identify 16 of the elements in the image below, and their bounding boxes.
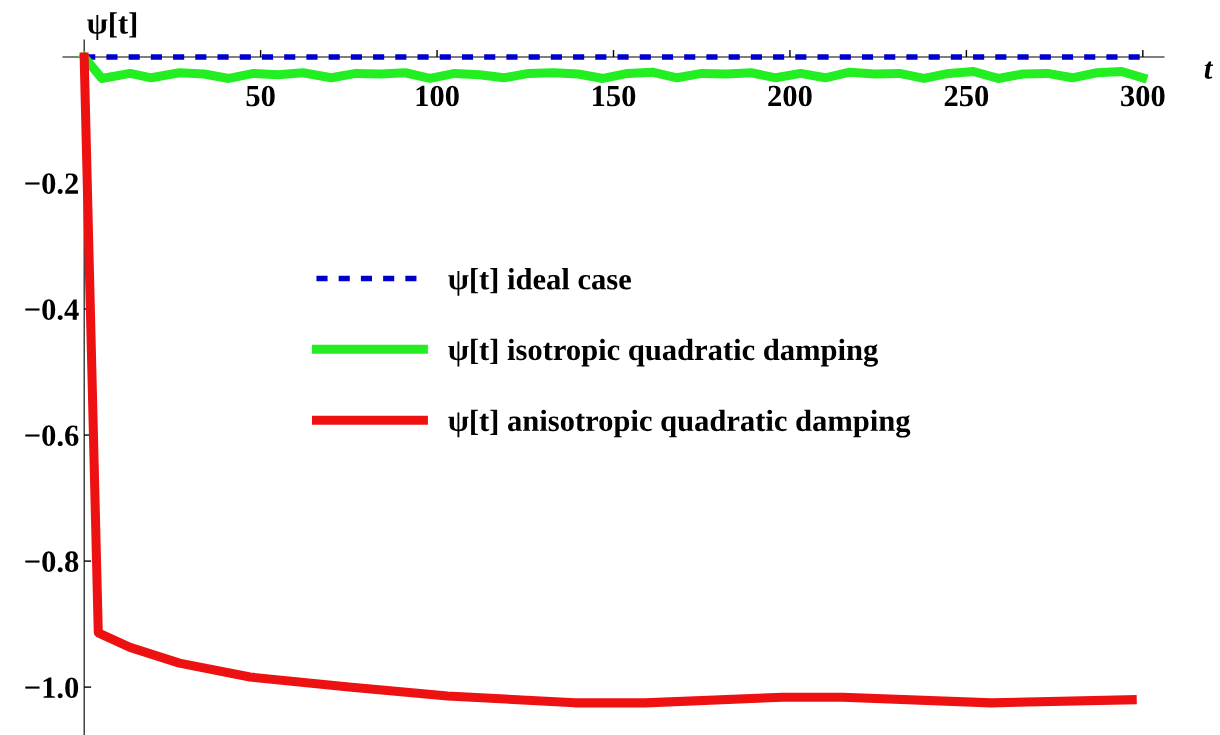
- y-tick-label: −1.0: [25, 677, 79, 699]
- y-tick-label: −0.6: [25, 425, 79, 447]
- y-tick-label: −0.4: [25, 299, 79, 321]
- x-tick-label: 200: [768, 85, 812, 107]
- x-axis-title: t: [1204, 61, 1214, 79]
- x-tick-label: 150: [593, 85, 636, 107]
- legend-label: ψ[t] isotropic quadratic damping: [448, 338, 878, 367]
- y-tick-label: −0.8: [25, 551, 79, 573]
- y-tick-label: −0.2: [25, 173, 78, 195]
- x-tick-label: 250: [944, 85, 989, 107]
- y-axis-title: ψ[t]: [87, 12, 137, 40]
- x-tick-label: 50: [246, 85, 275, 107]
- x-tick-label: 300: [1121, 85, 1165, 107]
- legend-label: ψ[t] anisotropic quadratic damping: [448, 409, 911, 438]
- x-tick-label: 100: [416, 85, 459, 107]
- legend-label: ψ[t] ideal case: [448, 268, 631, 296]
